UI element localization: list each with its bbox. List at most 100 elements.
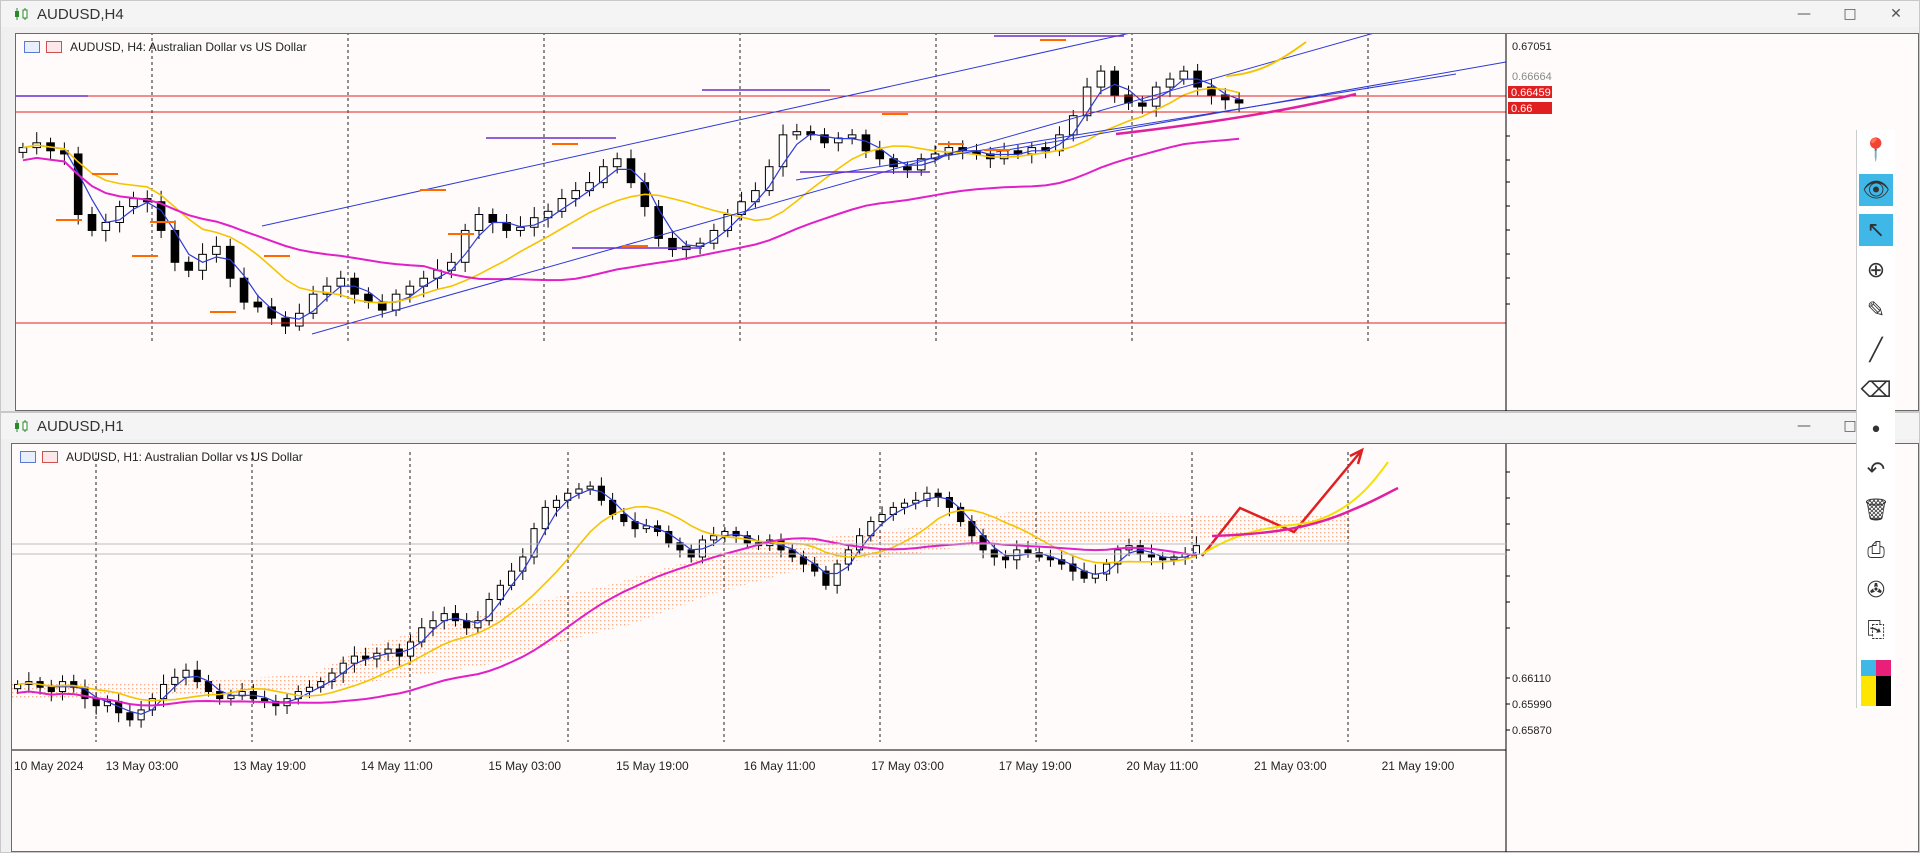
candle-body — [496, 584, 504, 600]
candle-body — [18, 147, 28, 153]
color-swatch[interactable] — [1876, 676, 1891, 706]
h1-price-chart[interactable]: 0.66110 0.65990 0.65870 10 May 2024 13 May 0… — [12, 444, 1920, 853]
trend-line — [311, 34, 1373, 335]
forecast-arrow — [1201, 449, 1363, 557]
candle-body — [516, 226, 525, 231]
candle-body — [1165, 78, 1175, 88]
forecast-arrowhead — [1349, 447, 1364, 465]
window-titlebar[interactable]: AUDUSD,H1 — □ — [1, 413, 1919, 439]
candle-body — [405, 285, 415, 295]
chart-header: AUDUSD, H1: Australian Dollar vs US Doll… — [20, 450, 303, 464]
price-tag-label: 0.66 — [1511, 103, 1532, 115]
dot-icon[interactable]: • — [1869, 417, 1883, 443]
candlestick-icon — [13, 7, 31, 21]
line-icon[interactable]: ╱ — [1869, 337, 1883, 363]
color-swatch[interactable] — [1861, 660, 1876, 676]
candle-body — [586, 485, 594, 490]
chart-list-icon[interactable] — [24, 41, 40, 53]
pin-icon[interactable]: 📍 — [1862, 137, 1890, 163]
moving-average-line — [22, 87, 1240, 304]
maximize-button[interactable]: □ — [1843, 6, 1857, 22]
drawing-toolbar: 📍 👁 ↖ ⊕ ✎ ╱ ⌫ • ↶ 🗑 ⎙ ✇ ⎘ — [1856, 130, 1895, 708]
price-axis-label: 0.67051 — [1512, 41, 1552, 53]
chart-header: AUDUSD, H4: Australian Dollar vs US Doll… — [24, 40, 307, 54]
candle-body — [529, 217, 539, 228]
candle-body — [171, 676, 179, 685]
price-axis-label: 0.65870 — [1512, 725, 1552, 737]
candle-body — [87, 214, 97, 231]
h4-price-chart[interactable]: 0.67051 0.66664 0.66459 0.66 — [16, 34, 1920, 412]
eraser-icon[interactable]: ⌫ — [1860, 377, 1892, 403]
window-title: AUDUSD,H1 — [37, 417, 124, 435]
chart-window-h1[interactable]: AUDUSD,H1 — □ AUDUSD, H1: Australian Dol… — [0, 412, 1920, 853]
candle-body — [833, 563, 841, 586]
candle-body — [923, 492, 931, 501]
candle-body — [620, 513, 628, 523]
candle-body — [1069, 563, 1077, 572]
candle-body — [1024, 549, 1032, 554]
print-icon[interactable]: ⎙ — [1867, 537, 1885, 563]
candle-body — [575, 488, 583, 494]
candle-body — [626, 158, 636, 184]
candle-body — [485, 598, 493, 622]
cursor-icon[interactable]: ↖ — [1859, 214, 1893, 246]
chart-symbol-label: AUDUSD, H1: Australian Dollar vs US Doll… — [66, 450, 303, 464]
candle-body — [1096, 70, 1106, 88]
forecast-line — [1225, 41, 1307, 77]
candle-body — [597, 485, 605, 501]
price-tag-label: 0.66459 — [1511, 87, 1551, 99]
candle-body — [336, 277, 346, 287]
eye-icon[interactable]: 👁 — [1859, 174, 1893, 206]
candle-body — [225, 245, 235, 279]
candle-body — [665, 530, 673, 544]
chart-type-icon[interactable] — [46, 41, 62, 53]
moving-average-line — [17, 488, 1197, 715]
chart-list-icon[interactable] — [20, 451, 36, 463]
candle-body — [990, 549, 998, 558]
chart-canvas-h4[interactable]: AUDUSD, H4: Australian Dollar vs US Doll… — [15, 33, 1919, 411]
color-swatch[interactable] — [1876, 660, 1891, 676]
moving-average-line — [17, 505, 1197, 702]
window-title: AUDUSD,H4 — [37, 5, 124, 23]
candle-body — [47, 686, 55, 693]
candle-body — [822, 570, 830, 586]
candle-body — [126, 712, 134, 721]
camera-icon[interactable]: ✇ — [1866, 577, 1886, 603]
maximize-button[interactable]: □ — [1843, 418, 1857, 434]
pencil-icon[interactable]: ✎ — [1866, 297, 1886, 323]
close-button[interactable]: ✕ — [1890, 6, 1902, 22]
candle-body — [305, 686, 314, 693]
crosshair-icon[interactable]: ⊕ — [1866, 257, 1886, 283]
candle-body — [322, 285, 332, 295]
trash-icon[interactable]: 🗑 — [1862, 497, 1890, 523]
candle-body — [170, 229, 180, 263]
candle-body — [668, 237, 677, 251]
window-titlebar[interactable]: AUDUSD,H4 — □ ✕ — [1, 1, 1919, 27]
clipboard-icon[interactable]: ⎘ — [1867, 617, 1885, 643]
candle-body — [599, 166, 608, 184]
chart-canvas-h1[interactable]: AUDUSD, H1: Australian Dollar vs US Doll… — [11, 443, 1919, 852]
candle-body — [1220, 94, 1230, 101]
chart-type-icon[interactable] — [42, 451, 58, 463]
undo-icon[interactable]: ↶ — [1866, 457, 1886, 483]
candle-body — [328, 672, 336, 683]
candle-body — [451, 613, 460, 622]
minimize-button[interactable]: — — [1797, 6, 1811, 22]
candle-body — [227, 695, 235, 700]
color-swatches[interactable] — [1861, 660, 1891, 706]
price-tag-bg — [1508, 86, 1552, 98]
candle-body — [350, 655, 358, 664]
color-swatch[interactable] — [1861, 676, 1876, 706]
minimize-button[interactable]: — — [1797, 418, 1811, 434]
price-axis-label: 0.65990 — [1512, 699, 1552, 711]
candle-body — [811, 563, 819, 572]
candle-body — [903, 166, 912, 171]
time-axis-label: 13 May 03:00 — [106, 759, 179, 773]
time-axis-label: 21 May 19:00 — [1382, 759, 1455, 773]
candle-body — [429, 620, 437, 629]
chart-window-h4[interactable]: AUDUSD,H4 — □ ✕ AUDUSD, H4: Australian D… — [0, 0, 1920, 412]
candle-body — [530, 528, 538, 558]
candle-body — [710, 535, 718, 541]
candle-body — [1082, 86, 1092, 117]
candle-body — [764, 166, 774, 192]
